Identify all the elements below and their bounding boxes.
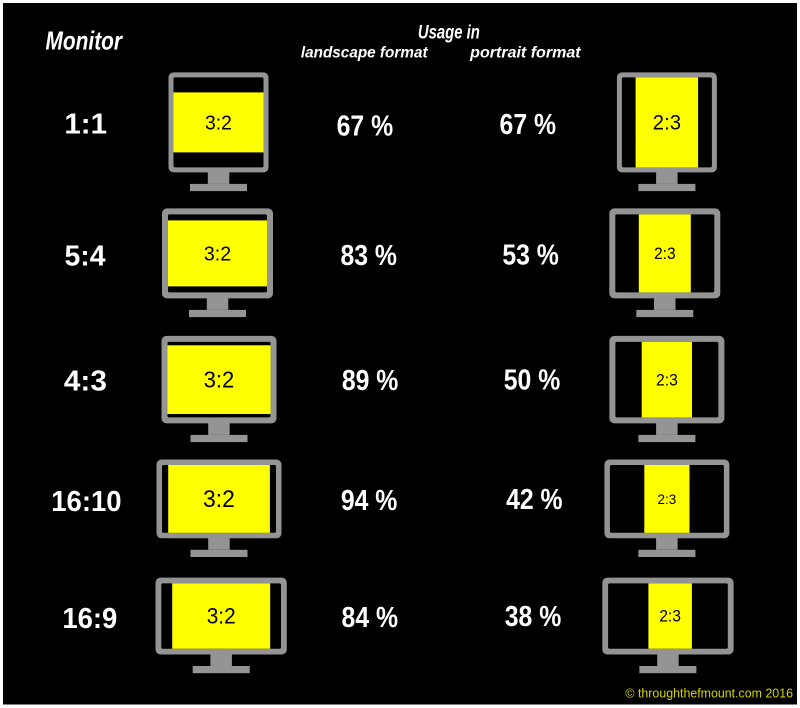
svg-text:3:2: 3:2 — [203, 486, 235, 513]
svg-text:94 %: 94 % — [341, 485, 398, 517]
svg-text:67 %: 67 % — [337, 111, 394, 143]
svg-text:16:10: 16:10 — [51, 486, 121, 518]
svg-text:42 %: 42 % — [506, 484, 563, 516]
svg-text:84 %: 84 % — [342, 602, 399, 634]
svg-text:landscape format: landscape format — [301, 44, 428, 61]
svg-text:2:3: 2:3 — [656, 371, 678, 389]
svg-text:38 %: 38 % — [505, 601, 562, 633]
svg-text:portrait format: portrait format — [469, 44, 581, 61]
svg-text:89 %: 89 % — [342, 365, 399, 397]
svg-text:2:3: 2:3 — [653, 112, 681, 135]
svg-text:3:2: 3:2 — [207, 604, 236, 629]
svg-text:3:2: 3:2 — [204, 367, 235, 393]
svg-text:50 %: 50 % — [504, 364, 561, 396]
svg-text:Usage in: Usage in — [418, 21, 480, 43]
svg-text:3:2: 3:2 — [204, 243, 231, 266]
svg-text:4:3: 4:3 — [64, 366, 107, 398]
svg-text:53 %: 53 % — [502, 240, 559, 272]
svg-text:2:3: 2:3 — [659, 608, 681, 626]
svg-text:83 %: 83 % — [340, 240, 397, 272]
svg-text:1:1: 1:1 — [64, 109, 107, 141]
svg-text:3:2: 3:2 — [205, 112, 232, 134]
svg-text:16:9: 16:9 — [62, 603, 117, 635]
svg-text:5:4: 5:4 — [65, 241, 106, 273]
svg-text:© throughthefmount.com 2016: © throughthefmount.com 2016 — [625, 686, 793, 701]
svg-text:67 %: 67 % — [500, 109, 557, 141]
svg-text:Monitor: Monitor — [46, 26, 124, 56]
svg-text:2:3: 2:3 — [654, 245, 676, 263]
svg-text:2:3: 2:3 — [658, 491, 677, 507]
